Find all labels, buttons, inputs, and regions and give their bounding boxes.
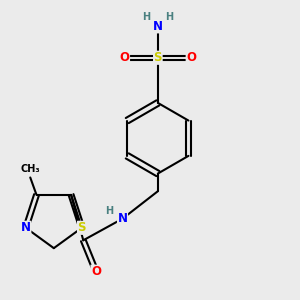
Text: N: N [153, 20, 163, 33]
Text: O: O [186, 51, 196, 64]
Text: S: S [154, 51, 162, 64]
Text: H: H [142, 11, 150, 22]
Text: N: N [118, 212, 128, 225]
Text: O: O [91, 265, 101, 278]
Text: O: O [119, 51, 130, 64]
Text: H: H [166, 11, 174, 22]
Text: S: S [78, 221, 86, 234]
Text: H: H [105, 206, 113, 216]
Text: CH₃: CH₃ [20, 164, 40, 174]
Text: N: N [21, 221, 31, 234]
